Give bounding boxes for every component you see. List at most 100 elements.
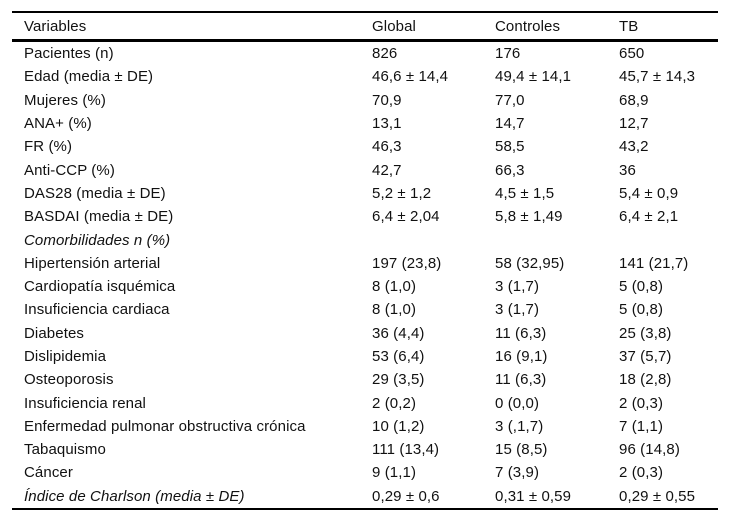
table-row: Dislipidemia 53 (6,4) 16 (9,1) 37 (5,7) (12, 345, 718, 368)
row-label: Enfermedad pulmonar obstructiva crónica (24, 417, 306, 435)
row-label: Dislipidemia (24, 348, 107, 365)
cell-global: 29 (3,5) (372, 371, 425, 389)
cell-tb: 5 (0,8) (619, 301, 664, 319)
cell-controles: 7 (3,9) (495, 464, 540, 482)
cell-controles: 58,5 (495, 138, 525, 156)
cell-controles: 16 (9,1) (495, 348, 548, 365)
cell-controles: 176 (495, 45, 521, 63)
cell-global: 36 (4,4) (372, 324, 425, 342)
cell-tb: 2 (0,3) (619, 394, 664, 412)
cell-global: 0,29 ± 0,6 (372, 487, 440, 505)
cell-global: 70,9 (372, 91, 402, 109)
row-label: Insuficiencia renal (24, 394, 146, 412)
cell-controles: 3 (1,7) (495, 301, 540, 319)
cell-global: 111 (13,4) (372, 441, 440, 459)
table-row: Insuficiencia cardiaca 8 (1,0) 3 (1,7) 5… (12, 298, 718, 321)
cell-global: 6,4 ± 2,04 (372, 208, 440, 226)
table-header-row: Variables Global Controles TB (12, 13, 718, 42)
cell-controles: 66,3 (495, 161, 525, 179)
table-row: DAS28 (media ± DE) 5,2 ± 1,2 4,5 ± 1,5 5… (12, 182, 718, 205)
cell-global: 13,1 (372, 115, 402, 133)
cell-global: 5,2 ± 1,2 (372, 184, 432, 202)
cell-tb: 45,7 ± 14,3 (619, 68, 696, 86)
cell-global: 2 (0,2) (372, 394, 417, 412)
column-header-global: Global (372, 17, 416, 35)
cell-tb: 18 (2,8) (619, 371, 672, 389)
cell-tb: 96 (14,8) (619, 441, 680, 459)
row-label: Diabetes (24, 324, 85, 342)
cell-tb: 5 (0,8) (619, 278, 664, 296)
cell-tb: 12,7 (619, 115, 649, 133)
row-label: Insuficiencia cardiaca (24, 301, 170, 319)
table-row: Comorbilidades n (%) (12, 228, 718, 251)
cell-tb: 6,4 ± 2,1 (619, 208, 679, 226)
cell-controles: 11 (6,3) (495, 371, 547, 389)
table-body: Pacientes (n) 826 176 650 Edad (media ± … (12, 42, 718, 508)
cell-global: 197 (23,8) (372, 254, 442, 272)
table-row: Cáncer 9 (1,1) 7 (3,9) 2 (0,3) (12, 461, 718, 484)
cell-controles: 3 (1,7) (495, 278, 540, 296)
cell-global: 8 (1,0) (372, 278, 417, 296)
cell-global: 10 (1,2) (372, 417, 425, 435)
row-label: Índice de Charlson (media ± DE) (24, 487, 245, 505)
table-row: Diabetes 36 (4,4) 11 (6,3) 25 (3,8) (12, 322, 718, 345)
table-row: Cardiopatía isquémica 8 (1,0) 3 (1,7) 5 … (12, 275, 718, 298)
table-row: Índice de Charlson (media ± DE) 0,29 ± 0… (12, 485, 718, 508)
row-label: DAS28 (media ± DE) (24, 184, 166, 202)
table-row: Tabaquismo 111 (13,4) 15 (8,5) 96 (14,8) (12, 438, 718, 461)
cell-tb: 43,2 (619, 138, 649, 156)
table-row: Edad (media ± DE) 46,6 ± 14,4 49,4 ± 14,… (12, 65, 718, 88)
cell-global: 826 (372, 45, 398, 63)
row-label: Hipertensión arterial (24, 254, 161, 272)
table-row: Anti-CCP (%) 42,7 66,3 36 (12, 158, 718, 181)
cell-controles: 0,31 ± 0,59 (495, 487, 572, 505)
cell-tb: 37 (5,7) (619, 348, 672, 365)
cell-global: 9 (1,1) (372, 464, 417, 482)
cell-tb: 141 (21,7) (619, 254, 689, 272)
column-header-tb: TB (619, 17, 639, 35)
row-label: Anti-CCP (%) (24, 161, 115, 179)
row-label: Pacientes (n) (24, 45, 114, 63)
row-label: Mujeres (%) (24, 91, 106, 109)
row-label: Edad (media ± DE) (24, 68, 154, 86)
cell-controles: 0 (0,0) (495, 394, 540, 412)
cell-tb: 68,9 (619, 91, 649, 109)
cell-tb: 36 (619, 161, 636, 179)
cell-controles: 15 (8,5) (495, 441, 548, 459)
cell-tb: 0,29 ± 0,55 (619, 487, 696, 505)
cell-tb: 7 (1,1) (619, 417, 664, 435)
table-row: Mujeres (%) 70,9 77,0 68,9 (12, 89, 718, 112)
cell-controles: 5,8 ± 1,49 (495, 208, 563, 226)
cell-tb: 2 (0,3) (619, 464, 664, 482)
cell-controles: 14,7 (495, 115, 525, 133)
cell-global: 46,3 (372, 138, 402, 156)
column-header-controles: Controles (495, 17, 561, 35)
row-label: ANA+ (%) (24, 115, 92, 133)
row-label: Cardiopatía isquémica (24, 278, 176, 296)
column-header-variables: Variables (24, 17, 87, 35)
table-row: ANA+ (%) 13,1 14,7 12,7 (12, 112, 718, 135)
cell-controles: 4,5 ± 1,5 (495, 184, 555, 202)
cell-controles: 58 (32,95) (495, 254, 565, 272)
table-row: Pacientes (n) 826 176 650 (12, 42, 718, 65)
table-row: FR (%) 46,3 58,5 43,2 (12, 135, 718, 158)
table-row: Osteoporosis 29 (3,5) 11 (6,3) 18 (2,8) (12, 368, 718, 391)
row-label: Tabaquismo (24, 441, 106, 459)
table-row: Insuficiencia renal 2 (0,2) 0 (0,0) 2 (0… (12, 391, 718, 414)
cell-controles: 3 (,1,7) (495, 417, 544, 435)
row-label: Osteoporosis (24, 371, 114, 389)
study-variables-table: Variables Global Controles TB Pacientes … (12, 11, 718, 510)
row-label: Cáncer (24, 464, 73, 482)
cell-global: 46,6 ± 14,4 (372, 68, 449, 86)
table-row: BASDAI (media ± DE) 6,4 ± 2,04 5,8 ± 1,4… (12, 205, 718, 228)
cell-controles: 77,0 (495, 91, 525, 109)
table-row: Hipertensión arterial 197 (23,8) 58 (32,… (12, 252, 718, 275)
cell-tb: 25 (3,8) (619, 324, 672, 342)
row-label: BASDAI (media ± DE) (24, 208, 174, 226)
cell-tb: 650 (619, 45, 645, 63)
cell-tb: 5,4 ± 0,9 (619, 184, 679, 202)
cell-global: 53 (6,4) (372, 348, 425, 365)
cell-controles: 49,4 ± 14,1 (495, 68, 572, 86)
table-row: Enfermedad pulmonar obstructiva crónica … (12, 415, 718, 438)
